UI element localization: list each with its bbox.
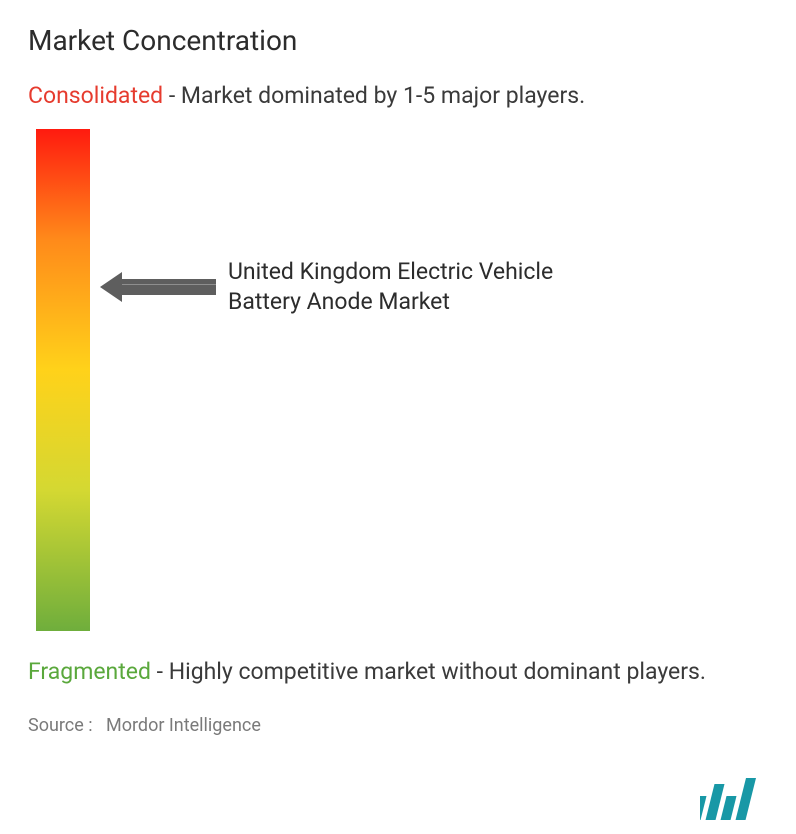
consolidated-definition: Consolidated - Market dominated by 1-5 m… [28, 81, 768, 111]
source-attribution: Source : Mordor Intelligence [28, 715, 768, 736]
mordor-logo-icon [700, 774, 778, 820]
fragmented-definition: Fragmented - Highly competitive market w… [28, 657, 768, 687]
source-label: Source : [28, 715, 93, 736]
arrow-shaft [122, 279, 216, 295]
fragmented-keyword: Fragmented [28, 658, 151, 685]
market-position-marker: United Kingdom Electric Vehicle Battery … [100, 257, 568, 317]
page-title: Market Concentration [28, 24, 768, 57]
gradient-scale-bar [36, 129, 90, 631]
concentration-chart: United Kingdom Electric Vehicle Battery … [28, 129, 768, 639]
arrow-left-icon [100, 272, 122, 302]
source-value: Mordor Intelligence [106, 715, 261, 736]
consolidated-description: - Market dominated by 1-5 major players. [163, 82, 585, 109]
consolidated-keyword: Consolidated [28, 82, 163, 109]
fragmented-description: - Highly competitive market without domi… [151, 658, 706, 685]
market-label: United Kingdom Electric Vehicle Battery … [228, 257, 568, 317]
